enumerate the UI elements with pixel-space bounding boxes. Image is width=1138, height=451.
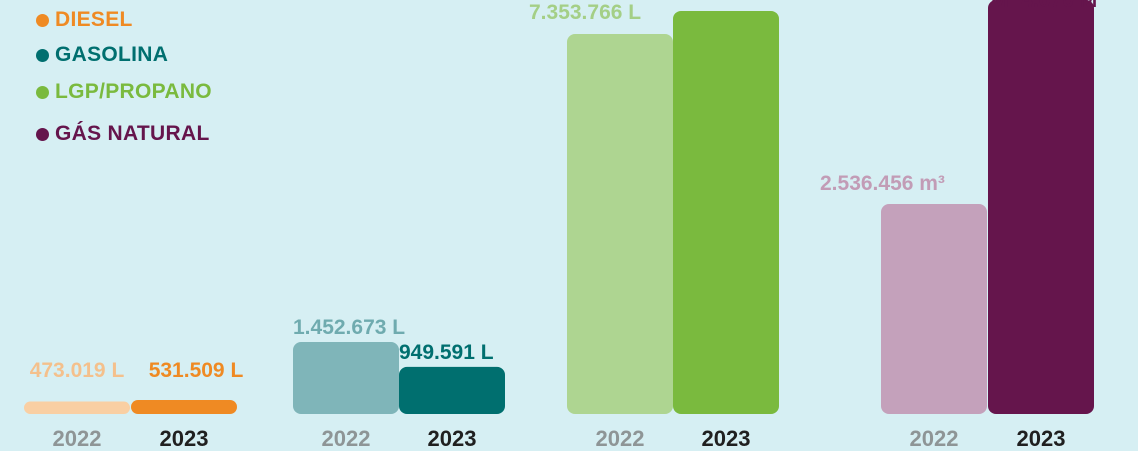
year-label: 2022 — [53, 426, 102, 451]
legend-item-lgp-propano: LGP/PROPANO — [36, 80, 212, 104]
bar-value-label: 2.536.456 m³ — [820, 172, 945, 195]
year-label: 2023 — [428, 426, 477, 451]
legend-dot-icon — [36, 48, 49, 62]
year-label: 2023 — [1017, 426, 1066, 451]
bar-group-g-s-natural: 2.536.456 m³ 2022 M³ 4.070 M 2023 — [820, 0, 1097, 451]
legend-dot-icon — [36, 127, 49, 141]
legend-dot-icon — [36, 13, 49, 27]
legend-item-gasolina: GASOLINA — [36, 43, 168, 67]
bar-2023 — [131, 400, 237, 414]
bar-group-gasolina: 1.452.673 L 2022 949.591 L 2023 — [293, 316, 505, 451]
legend-label: GÁS NATURAL — [55, 122, 210, 145]
bar-2022 — [881, 204, 987, 414]
legend-label: GASOLINA — [55, 43, 169, 66]
bar-value-label: M³ 4.070 M — [991, 0, 1097, 12]
bar-value-label: 473.019 L — [30, 359, 125, 382]
year-label: 2022 — [596, 426, 645, 451]
legend-label: DIESEL — [55, 8, 133, 31]
bar-2022 — [293, 342, 399, 414]
year-label: 2023 — [160, 426, 209, 451]
bar-2023 — [673, 10, 779, 414]
year-label: 2022 — [910, 426, 959, 451]
bar-2023 — [399, 366, 505, 414]
bar-value-label: 1.452.673 L — [293, 316, 405, 339]
bar-group-lgp-propano: 7.353.766 L 2022 2023 — [529, 1, 779, 451]
year-label: 2023 — [702, 426, 751, 451]
bar-2022 — [567, 34, 673, 414]
legend-item-g-s-natural: GÁS NATURAL — [36, 122, 210, 146]
year-label: 2022 — [322, 426, 371, 451]
bar-2022 — [24, 401, 130, 414]
bar-value-label: 949.591 L — [399, 341, 494, 364]
bar-value-label: 7.353.766 L — [529, 1, 641, 24]
legend-dot-icon — [36, 85, 49, 99]
bar-group-diesel: 473.019 L 2022 531.509 L 2023 — [24, 359, 243, 451]
legend-item-diesel: DIESEL — [36, 8, 133, 32]
bar-2023 — [988, 0, 1094, 414]
bar-value-label: 531.509 L — [149, 359, 244, 382]
legend-label: LGP/PROPANO — [55, 80, 212, 103]
